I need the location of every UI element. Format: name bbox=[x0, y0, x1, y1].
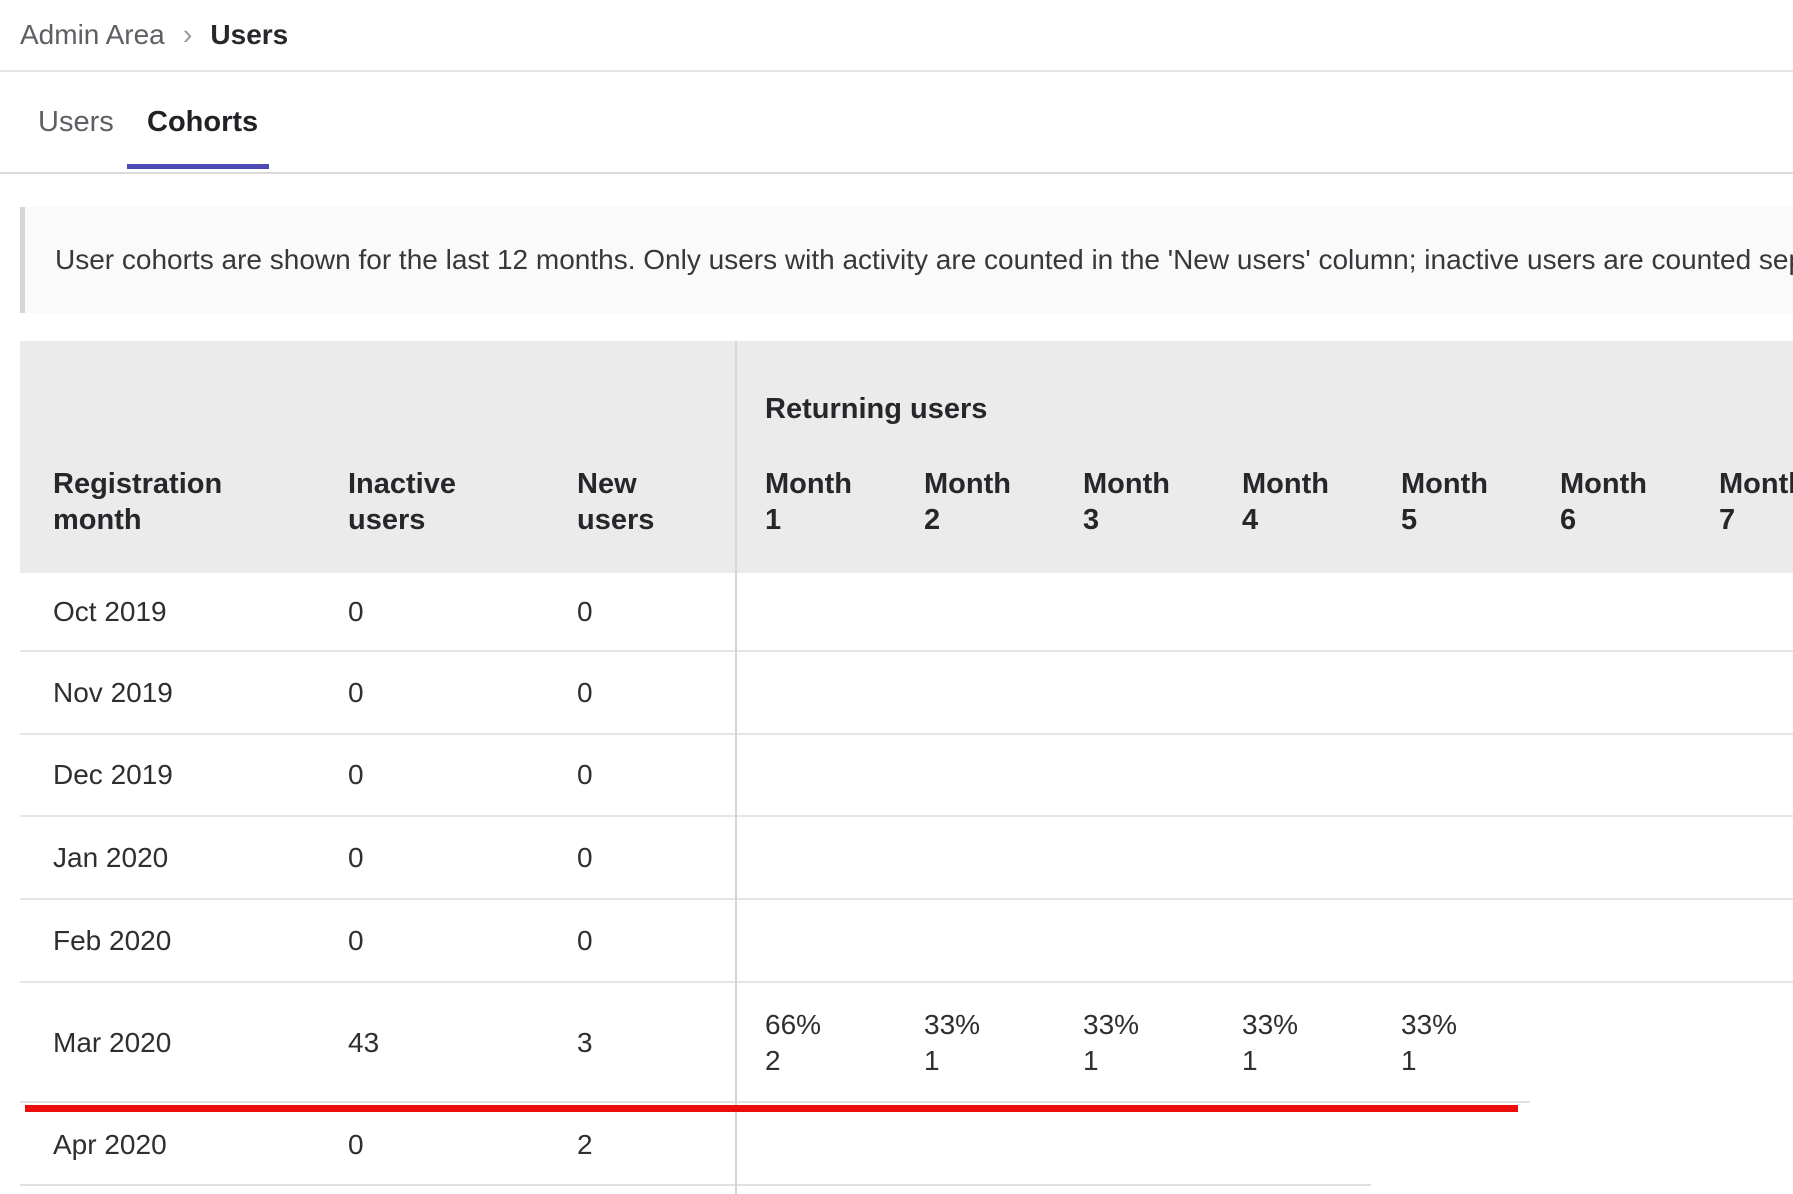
new-users-cell: 0 bbox=[577, 841, 593, 873]
new-users-cell: 0 bbox=[577, 759, 593, 790]
breadcrumb-current-users[interactable]: Users bbox=[210, 19, 289, 50]
month-3-cell: 33% 1 bbox=[1083, 1009, 1140, 1076]
new-users-cell: 2 bbox=[577, 1128, 593, 1160]
registration-month-cell: Apr 2020 bbox=[53, 1128, 167, 1160]
registration-month-cell: Jan 2020 bbox=[53, 841, 169, 873]
new-users-cell: 3 bbox=[577, 1027, 593, 1058]
month-5-cell: 33% 1 bbox=[1401, 1009, 1458, 1076]
table-row: Nov 2019 0 0 bbox=[20, 652, 1793, 735]
tab-cohorts[interactable]: Cohorts bbox=[147, 105, 259, 138]
registration-month-cell: Dec 2019 bbox=[53, 759, 173, 790]
cohorts-table-header: Returning users Registration month Inact… bbox=[20, 341, 1793, 573]
tab-bar: Users Cohorts bbox=[0, 72, 1793, 174]
cohorts-info-banner: User cohorts are shown for the last 12 m… bbox=[20, 207, 1793, 313]
row-partial-border bbox=[20, 1184, 1371, 1186]
registration-month-cell: Oct 2019 bbox=[53, 595, 167, 627]
chevron-right-icon: › bbox=[182, 18, 193, 51]
month-2-cell: 33% 1 bbox=[924, 1009, 981, 1076]
table-row: Feb 2020 0 0 bbox=[20, 900, 1793, 983]
month-1-cell: 66% 2 bbox=[765, 1009, 822, 1076]
active-tab-indicator bbox=[127, 164, 269, 169]
inactive-users-cell: 0 bbox=[348, 1128, 364, 1160]
inactive-users-cell: 43 bbox=[348, 1027, 380, 1058]
inactive-users-cell: 0 bbox=[348, 841, 364, 873]
tab-users[interactable]: Users bbox=[38, 105, 114, 138]
breadcrumb: Admin Area › Users bbox=[0, 0, 1793, 72]
cohorts-table: Returning users Registration month Inact… bbox=[20, 341, 1793, 1194]
month-4-cell: 33% 1 bbox=[1242, 1009, 1299, 1076]
registration-month-cell: Nov 2019 bbox=[53, 676, 173, 708]
row-partial-border bbox=[20, 1101, 1530, 1103]
red-underline-annotation bbox=[25, 1105, 1518, 1112]
registration-month-cell: Feb 2020 bbox=[53, 924, 172, 956]
table-row: Apr 2020 0 2 bbox=[20, 1103, 1793, 1186]
col-header-registration-month: Registration month bbox=[53, 468, 223, 536]
table-row: Dec 2019 0 0 bbox=[20, 735, 1793, 817]
table-row: Oct 2019 0 0 bbox=[20, 573, 1793, 652]
col-header-month-6: Month 6 bbox=[1560, 468, 1647, 536]
banner-text: User cohorts are shown for the last 12 m… bbox=[55, 244, 1793, 275]
inactive-users-cell: 0 bbox=[348, 759, 364, 790]
table-row: Mar 2020 43 3 66% 2 33% 1 33% 1 33% 1 33% 1 bbox=[20, 983, 1793, 1103]
col-header-new-users: New users bbox=[577, 468, 655, 536]
inactive-users-cell: 0 bbox=[348, 676, 364, 708]
col-header-month-5: Month 5 bbox=[1401, 468, 1488, 536]
cohorts-table-body: Oct 2019 0 0 Nov 2019 0 0 Dec 2019 0 0 Jan 2020 0 0… bbox=[20, 573, 1793, 1186]
new-users-cell: 0 bbox=[577, 924, 593, 956]
registration-month-cell: Mar 2020 bbox=[53, 1027, 172, 1058]
breadcrumb-link-admin-area[interactable]: Admin Area bbox=[20, 19, 165, 50]
inactive-users-cell: 0 bbox=[348, 924, 364, 956]
col-header-month-1: Month 1 bbox=[765, 468, 852, 536]
inactive-users-cell: 0 bbox=[348, 595, 364, 627]
table-row: Jan 2020 0 0 bbox=[20, 817, 1793, 900]
col-header-month-3: Month 3 bbox=[1083, 468, 1170, 536]
col-header-inactive-users: Inactive users bbox=[348, 468, 456, 536]
col-header-month-2: Month 2 bbox=[924, 468, 1011, 536]
table-section-divider bbox=[735, 341, 737, 1194]
new-users-cell: 0 bbox=[577, 595, 593, 627]
col-header-month-7: Month 7 bbox=[1719, 468, 1793, 536]
col-header-month-4: Month 4 bbox=[1242, 468, 1329, 536]
returning-users-header: Returning users bbox=[765, 393, 988, 425]
new-users-cell: 0 bbox=[577, 676, 593, 708]
